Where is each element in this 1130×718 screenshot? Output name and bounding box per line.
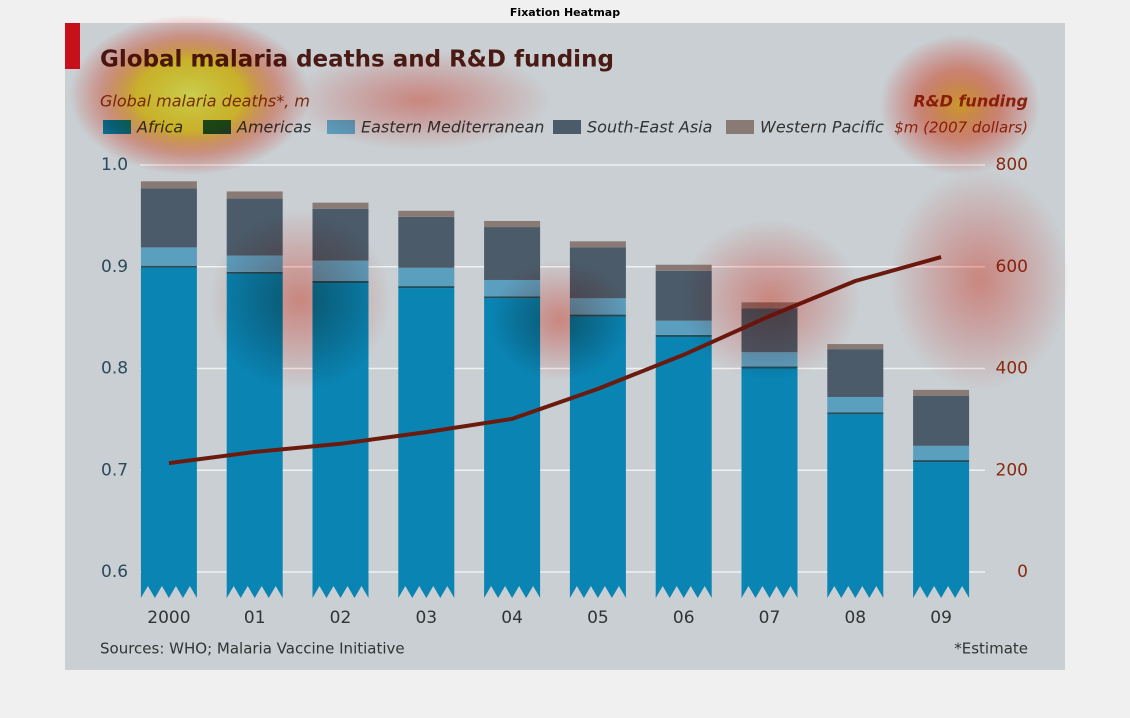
bar-segment — [913, 389, 970, 396]
heat-blob — [880, 35, 1040, 175]
bar-break — [226, 572, 283, 598]
bar-break — [827, 572, 884, 598]
bar-segment — [655, 334, 712, 337]
y-tick-label: 0.7 — [101, 460, 128, 480]
heat-blob — [70, 15, 310, 175]
bar-segment — [827, 396, 884, 413]
x-tick-label: 07 — [759, 608, 781, 628]
bar-break — [655, 572, 712, 598]
bar-segment — [140, 247, 197, 266]
x-tick-label: 04 — [501, 608, 523, 628]
bar-segment — [312, 202, 369, 209]
bar-segment — [655, 336, 712, 572]
heat-blob — [490, 260, 630, 380]
x-tick-label: 05 — [587, 608, 609, 628]
bar-segment — [398, 210, 455, 217]
y-tick-label: 0.8 — [101, 359, 128, 379]
bar-segment — [827, 349, 884, 397]
bar-segment — [827, 412, 884, 415]
x-tick-label: 01 — [244, 608, 266, 628]
bar-break — [484, 572, 541, 598]
bar-break — [140, 572, 197, 598]
x-tick-label: 09 — [930, 608, 952, 628]
legend-swatch — [553, 120, 581, 134]
bar-segment — [140, 181, 197, 189]
bar-segment — [741, 368, 798, 572]
bar-segment — [398, 216, 455, 268]
heat-blob — [680, 220, 860, 380]
bar-segment — [827, 414, 884, 572]
heat-blob — [890, 170, 1070, 390]
x-tick-label: 03 — [415, 608, 437, 628]
bar-segment — [140, 267, 197, 572]
x-tick-label: 2000 — [147, 608, 190, 628]
y2-tick-label: 200 — [996, 460, 1028, 480]
bar-segment — [913, 462, 970, 572]
estimate-note: *Estimate — [954, 640, 1028, 658]
y2-tick-label: 0 — [1017, 562, 1028, 582]
y-tick-label: 0.6 — [101, 562, 128, 582]
bar-segment — [655, 264, 712, 271]
bar-segment — [913, 445, 970, 461]
x-tick-label: 06 — [673, 608, 695, 628]
legend-swatch — [726, 120, 754, 134]
bar-break — [312, 572, 369, 598]
bar-segment — [569, 241, 626, 248]
y-tick-label: 0.9 — [101, 257, 128, 277]
bar-segment — [226, 191, 283, 199]
legend-label: South-East Asia — [587, 118, 712, 137]
bar-segment — [913, 395, 970, 446]
heat-blob — [290, 50, 550, 150]
legend-label: Western Pacific — [760, 118, 884, 137]
bar-segment — [140, 188, 197, 248]
bar-segment — [398, 286, 455, 289]
x-tick-label: 08 — [844, 608, 866, 628]
bar-segment — [913, 460, 970, 463]
source-note: Sources: WHO; Malaria Vaccine Initiative — [100, 640, 405, 658]
heatmap-overlay — [70, 15, 1070, 390]
bar-break — [398, 572, 455, 598]
bar-break — [569, 572, 626, 598]
bar-segment — [484, 220, 541, 228]
bar-segment — [827, 344, 884, 350]
bar-break — [913, 572, 970, 598]
bar-segment — [140, 265, 197, 268]
x-tick-label: 02 — [330, 608, 352, 628]
page-title: Fixation Heatmap — [510, 6, 620, 19]
red-tag — [65, 23, 80, 69]
bar-break — [741, 572, 798, 598]
bar-segment — [398, 267, 455, 287]
heat-blob — [210, 210, 390, 390]
